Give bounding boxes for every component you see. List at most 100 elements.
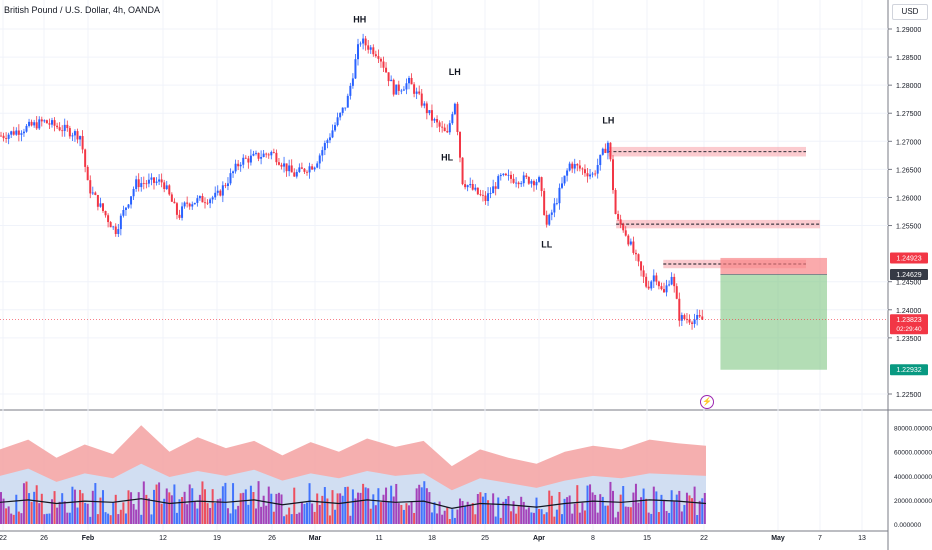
candle (293, 168, 296, 177)
candle-body (499, 174, 502, 177)
candle-body (170, 194, 173, 202)
candle-body (415, 91, 418, 94)
volume-bar (170, 495, 173, 524)
volume-bar (405, 503, 408, 524)
volume-bar (237, 505, 240, 524)
time-tick-label: 25 (481, 535, 489, 542)
candle (326, 138, 329, 149)
short-position-tool[interactable] (720, 257, 827, 370)
candle-body (357, 44, 359, 60)
candle-body (683, 315, 686, 319)
candle-body (186, 202, 189, 204)
candle-body (487, 193, 490, 202)
candle (81, 130, 84, 154)
volume-bar (566, 497, 569, 524)
candle-body (211, 197, 214, 200)
candle-body (425, 103, 428, 114)
price-label: 1.24923 (890, 252, 928, 264)
volume-bar (308, 483, 311, 524)
candle-body (272, 152, 275, 153)
currency-button[interactable]: USD (892, 4, 928, 20)
candle-body (318, 155, 321, 164)
volume-bar (499, 517, 502, 524)
candle (484, 191, 487, 205)
candle-body (298, 167, 301, 172)
candle-body (22, 131, 25, 134)
candle (323, 140, 326, 156)
candle-body (306, 171, 308, 173)
time-tick-label: Mar (309, 535, 322, 542)
candle (566, 168, 569, 182)
candle (48, 118, 51, 129)
candle (446, 124, 449, 134)
candle (249, 149, 252, 166)
candle-body (147, 179, 150, 184)
candle (127, 204, 130, 209)
candle-body (392, 79, 395, 95)
candle (112, 225, 115, 230)
candle (691, 320, 694, 330)
candle-body (84, 149, 87, 167)
candle (688, 314, 691, 325)
volume-bar (576, 485, 579, 524)
candle-body (127, 204, 130, 208)
volume-bar (535, 497, 538, 524)
volume-bar (40, 493, 43, 524)
candle (397, 80, 400, 96)
price-tick-label: 1.27000 (896, 139, 921, 146)
candle-body (428, 110, 431, 114)
alert-icon[interactable]: ⚡ (700, 395, 714, 409)
volume-bar (285, 514, 288, 524)
candle (283, 156, 286, 173)
candle-body (262, 153, 265, 158)
candle-body (114, 226, 117, 234)
candle-body (280, 164, 283, 167)
candle (604, 143, 607, 154)
candle (137, 173, 140, 192)
candle-body (663, 289, 665, 293)
candle-body (701, 316, 704, 320)
volume-bar (155, 484, 158, 524)
candle (494, 182, 497, 196)
volume-bar (494, 516, 497, 524)
volume-bar (94, 483, 97, 524)
candle (265, 152, 268, 158)
volume-bar (387, 501, 390, 524)
volume-bar (99, 497, 102, 524)
volume-bar (102, 490, 104, 524)
volume-bar (530, 512, 533, 524)
volume-bar (318, 504, 321, 524)
volume-bar (642, 488, 645, 524)
volume-bar (372, 494, 375, 524)
candle (30, 119, 33, 127)
candle-body (142, 183, 145, 184)
volume-bar (382, 494, 385, 524)
volume-bar (448, 519, 451, 524)
candle (459, 131, 461, 163)
volume-bar (58, 501, 61, 524)
volume-bar (701, 498, 704, 524)
volume-bar (181, 496, 184, 524)
volume-bar (339, 493, 342, 524)
candle-body (150, 177, 153, 180)
candle-body (165, 185, 168, 190)
volume-bar (436, 513, 439, 524)
volume-bar (456, 509, 459, 524)
price-tick-label: 1.26500 (896, 167, 921, 174)
candle (489, 187, 492, 199)
candle (589, 168, 592, 180)
candle-body (647, 286, 650, 289)
candle (346, 93, 349, 108)
candle (665, 279, 668, 297)
candle-body (538, 177, 541, 182)
candle-body (303, 168, 306, 172)
candle-body (260, 157, 263, 159)
candle (675, 283, 678, 300)
candle-body (622, 224, 625, 231)
candle-body (38, 119, 41, 129)
candle-body (28, 121, 31, 126)
candle (698, 309, 701, 319)
price-tick-label: 1.27500 (896, 111, 921, 118)
candle-body (456, 103, 459, 132)
